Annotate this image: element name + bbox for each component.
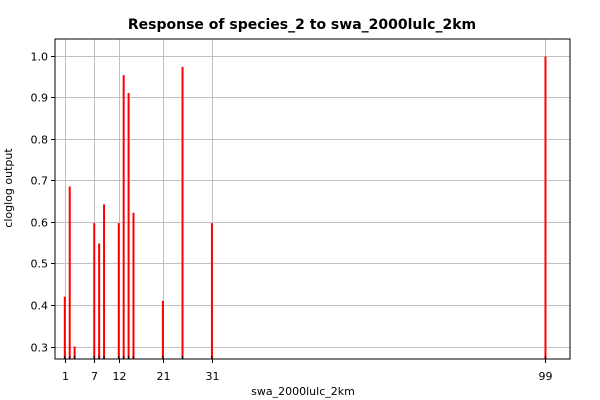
x-tick-label: 31	[206, 370, 220, 383]
y-axis: 0.3 0.4 0.5 0.6 0.7 0.8 0.9 1.0	[31, 51, 55, 355]
plot-background	[55, 39, 570, 359]
x-tick-label: 21	[157, 370, 171, 383]
plot-frame	[54, 38, 571, 360]
y-tick-label: 0.3	[31, 342, 49, 355]
x-tick-label: 12	[113, 370, 127, 383]
x-axis: 1 7 12 21 31 99	[62, 359, 553, 383]
y-tick-label: 0.5	[31, 258, 49, 271]
y-tick-label: 0.8	[31, 134, 49, 147]
y-tick-label: 1.0	[31, 51, 49, 64]
x-tick-label: 99	[539, 370, 553, 383]
y-tick-label: 0.4	[31, 300, 49, 313]
x-axis-label: swa_2000lulc_2km	[251, 385, 355, 398]
y-tick-label: 0.7	[31, 175, 49, 188]
y-tick-label: 0.9	[31, 92, 49, 105]
x-tick-label: 1	[62, 370, 69, 383]
x-tick-label: 7	[91, 370, 98, 383]
y-tick-label: 0.6	[31, 217, 49, 230]
bars	[63, 56, 547, 359]
chart-title: Response of species_2 to swa_2000lulc_2k…	[128, 17, 476, 33]
y-axis-label: cloglog output	[2, 148, 15, 228]
